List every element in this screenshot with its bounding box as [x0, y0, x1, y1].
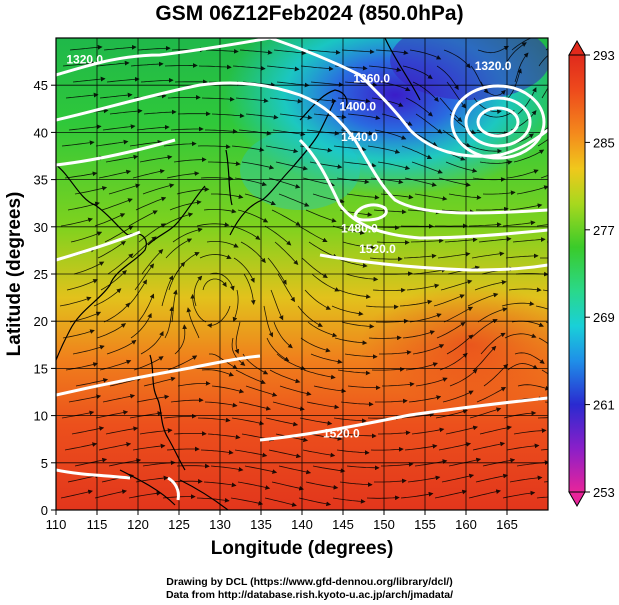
- y-tick-label: 45: [34, 78, 48, 93]
- y-axis-label: Latitude (degrees): [4, 192, 25, 357]
- x-tick-label: 120: [127, 517, 149, 532]
- contour-label: 1400.0: [339, 100, 376, 114]
- x-tick-label: 125: [168, 517, 190, 532]
- height-contours: [56, 38, 548, 501]
- colorbar-tick-label: 261: [593, 398, 615, 413]
- y-tick-label: 15: [34, 361, 48, 376]
- x-tick-label: 140: [291, 517, 313, 532]
- page-title: GSM 06Z12Feb2024 (850.0hPa): [155, 2, 464, 25]
- colorbar-min-arrow: [568, 491, 586, 508]
- colorbar-max-arrow: [568, 39, 586, 56]
- contour-label: 1520.0: [359, 242, 396, 256]
- x-tick-label: 110: [46, 517, 67, 532]
- x-tick-label: 150: [373, 517, 395, 532]
- colorbar-tick-label: 277: [593, 223, 615, 238]
- x-tick-label: 160: [455, 517, 477, 532]
- y-tick-label: 35: [34, 173, 48, 188]
- x-tick-label: 155: [414, 517, 436, 532]
- x-tick-label: 135: [250, 517, 272, 532]
- x-tick-label: 130: [209, 517, 231, 532]
- contour-label: 1520.0: [323, 426, 360, 440]
- y-tick-label: 0: [41, 503, 48, 518]
- contour-label: 1320.0: [66, 52, 103, 66]
- contour-label: 1440.0: [341, 130, 378, 144]
- wind-streamlines: [59, 38, 548, 507]
- credit-drawing: Drawing by DCL (https://www.gfd-dennou.o…: [166, 576, 453, 588]
- colorbar-tick-label: 285: [593, 135, 615, 150]
- coastlines: [56, 38, 421, 510]
- colorbar-tick-label: 269: [593, 310, 615, 325]
- colorbar-tick-label: 293: [593, 48, 615, 63]
- credit-data-source: Data from http://database.rish.kyoto-u.a…: [165, 589, 454, 601]
- y-tick-label: 20: [34, 314, 48, 329]
- y-tick-label: 10: [34, 409, 48, 424]
- y-tick-label: 30: [34, 220, 48, 235]
- contour-label: 1360.0: [353, 71, 390, 85]
- x-axis-label: Longitude (degrees): [211, 538, 394, 559]
- y-tick-label: 40: [34, 125, 48, 140]
- x-tick-label: 165: [496, 517, 518, 532]
- contour-label: 1480.0: [341, 221, 378, 235]
- colorbar-tick-label: 253: [593, 485, 615, 500]
- x-tick-label: 145: [332, 517, 354, 532]
- colorbar: 253 261 269 277 285 293: [568, 39, 615, 508]
- y-tick-label: 25: [34, 267, 48, 282]
- contour-label: 1320.0: [475, 59, 512, 73]
- lat-lon-grid: [56, 38, 548, 510]
- x-tick-label: 115: [87, 517, 108, 532]
- y-tick-label: 5: [41, 456, 48, 471]
